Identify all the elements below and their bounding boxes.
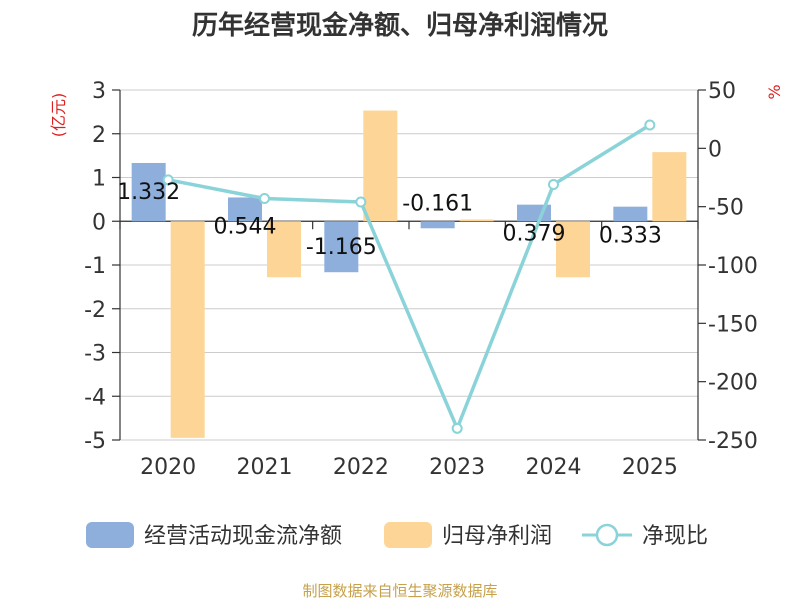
net-profit-bar: [459, 219, 494, 222]
x-tick-label: 2024: [526, 455, 582, 480]
legend-swatch-cash-flow: [86, 522, 134, 548]
ratio-point: [162, 174, 174, 186]
right-tick-label: -100: [708, 254, 758, 279]
x-tick-label: 2023: [429, 455, 485, 480]
right-tick-label: -50: [708, 196, 744, 221]
cash-flow-bar: [613, 206, 648, 222]
left-tick-label: -2: [84, 298, 106, 323]
left-unit-label: (亿元): [49, 93, 68, 138]
cash-flow-bar: [420, 221, 455, 229]
legend-label-ratio: 净现比: [642, 524, 708, 549]
left-tick-label: 3: [92, 79, 106, 104]
net-profit-bar: [267, 221, 301, 278]
x-tick-label: 2020: [140, 455, 196, 480]
cash-flow-data-label: -0.161: [402, 191, 473, 216]
left-tick-label: -3: [84, 342, 106, 367]
net-profit-bar: [652, 152, 687, 222]
right-tick-label: -250: [708, 429, 758, 454]
legend-label-net-profit: 归母净利润: [442, 524, 552, 549]
x-tick-label: 2021: [237, 455, 293, 480]
ratio-line: [167, 123, 651, 431]
right-tick-label: -150: [708, 312, 758, 337]
right-tick-label: 0: [708, 137, 722, 162]
ratio-point: [548, 179, 559, 190]
ratio-point: [259, 193, 270, 204]
right-tick-label: 50: [708, 79, 736, 104]
x-tick-label: 2022: [333, 455, 389, 480]
cash-flow-bar: [228, 197, 262, 222]
cash-flow-data-label: 0.379: [503, 222, 566, 247]
left-tick-label: -4: [84, 385, 106, 410]
left-tick-label: 1: [92, 167, 106, 192]
x-tick-label: 2025: [622, 455, 678, 480]
cash-flow-bar: [131, 162, 166, 222]
right-unit-label: %: [765, 84, 784, 99]
left-tick-label: -1: [84, 254, 106, 279]
ratio-point: [451, 422, 463, 434]
legend-marker-ratio: [595, 523, 619, 547]
ratio-point: [355, 196, 367, 208]
net-profit-bar: [556, 221, 590, 278]
left-tick-label: -5: [84, 429, 106, 454]
cash-flow-data-label: 0.333: [599, 224, 662, 249]
legend-swatch-net-profit: [384, 522, 432, 548]
cash-flow-data-label: 0.544: [214, 214, 277, 239]
net-profit-bar: [170, 221, 205, 438]
left-tick-label: 0: [92, 210, 106, 235]
cash-flow-bar: [324, 221, 359, 273]
left-tick-label: 2: [92, 123, 106, 148]
cash-flow-data-label: 1.332: [117, 180, 180, 205]
legend-label-cash-flow: 经营活动现金流净额: [144, 524, 342, 549]
right-tick-label: -200: [708, 371, 758, 396]
chart-title: 历年经营现金净额、归母净利润情况: [192, 10, 608, 41]
net-profit-bar: [363, 110, 398, 222]
cash-flow-data-label: -1.165: [306, 235, 377, 260]
ratio-point: [644, 119, 656, 131]
source-note: 制图数据来自恒生聚源数据库: [302, 582, 497, 600]
